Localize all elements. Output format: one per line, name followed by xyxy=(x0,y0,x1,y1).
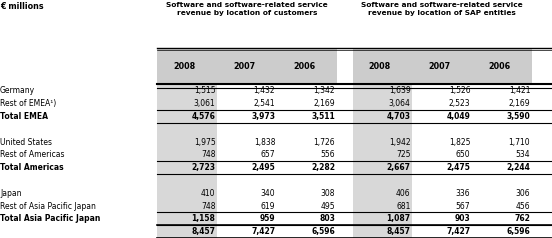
Text: 2,169: 2,169 xyxy=(314,99,335,108)
Text: 1,158: 1,158 xyxy=(192,214,215,223)
Text: 4,703: 4,703 xyxy=(386,112,411,121)
Text: Software and software-related service
revenue by location of customers: Software and software-related service re… xyxy=(166,2,328,16)
Text: 2007: 2007 xyxy=(428,62,450,70)
Text: Rest of Asia Pacific Japan: Rest of Asia Pacific Japan xyxy=(0,202,96,211)
Text: 959: 959 xyxy=(259,214,275,223)
Text: 1,526: 1,526 xyxy=(449,86,470,95)
Text: 406: 406 xyxy=(396,189,411,198)
Bar xyxy=(277,48,337,84)
Text: 681: 681 xyxy=(396,202,411,211)
Text: 4,049: 4,049 xyxy=(447,112,470,121)
Text: 1,087: 1,087 xyxy=(386,214,411,223)
Text: 534: 534 xyxy=(516,150,530,159)
Bar xyxy=(412,48,472,84)
Text: Software and software-related service
revenue by location of SAP entities: Software and software-related service re… xyxy=(362,2,523,16)
Text: € millions: € millions xyxy=(0,2,44,11)
Text: 308: 308 xyxy=(321,189,335,198)
Text: 762: 762 xyxy=(514,214,530,223)
Text: 2006: 2006 xyxy=(488,62,510,70)
Text: 657: 657 xyxy=(261,150,275,159)
Text: Rest of EMEA¹): Rest of EMEA¹) xyxy=(0,99,56,108)
Text: 2,541: 2,541 xyxy=(253,99,275,108)
Text: 410: 410 xyxy=(201,189,215,198)
Bar xyxy=(157,48,217,84)
Text: 1,639: 1,639 xyxy=(389,86,411,95)
Text: 2,244: 2,244 xyxy=(506,163,530,172)
Text: 748: 748 xyxy=(201,150,215,159)
Text: 340: 340 xyxy=(261,189,275,198)
Bar xyxy=(472,48,532,84)
Text: 650: 650 xyxy=(456,150,470,159)
Text: 2007: 2007 xyxy=(233,62,256,70)
Text: 6,596: 6,596 xyxy=(507,227,530,236)
Text: 1,515: 1,515 xyxy=(194,86,215,95)
Text: 2,667: 2,667 xyxy=(386,163,411,172)
Text: 556: 556 xyxy=(321,150,335,159)
Text: 3,511: 3,511 xyxy=(311,112,335,121)
Text: United States: United States xyxy=(0,138,52,147)
Text: 306: 306 xyxy=(516,189,530,198)
Text: 7,427: 7,427 xyxy=(251,227,275,236)
Text: 7,427: 7,427 xyxy=(447,227,470,236)
Text: 725: 725 xyxy=(396,150,411,159)
Text: 803: 803 xyxy=(319,214,335,223)
Text: 2,169: 2,169 xyxy=(508,99,530,108)
Text: 619: 619 xyxy=(261,202,275,211)
Text: 1,838: 1,838 xyxy=(254,138,275,147)
Text: 4,576: 4,576 xyxy=(192,112,215,121)
Text: 1,942: 1,942 xyxy=(389,138,411,147)
Text: 748: 748 xyxy=(201,202,215,211)
Text: 1,342: 1,342 xyxy=(314,86,335,95)
Text: Japan: Japan xyxy=(0,189,22,198)
Text: Rest of Americas: Rest of Americas xyxy=(0,150,65,159)
Text: 2008: 2008 xyxy=(173,62,195,70)
Text: 3,061: 3,061 xyxy=(194,99,215,108)
Text: 2006: 2006 xyxy=(293,62,315,70)
Bar xyxy=(157,84,217,238)
Text: 336: 336 xyxy=(456,189,470,198)
Text: Germany: Germany xyxy=(0,86,35,95)
Text: 2,523: 2,523 xyxy=(449,99,470,108)
Text: 3,590: 3,590 xyxy=(507,112,530,121)
Text: 2008: 2008 xyxy=(369,62,391,70)
Text: 1,432: 1,432 xyxy=(253,86,275,95)
Bar xyxy=(353,48,412,84)
Text: 1,710: 1,710 xyxy=(508,138,530,147)
Text: 8,457: 8,457 xyxy=(192,227,215,236)
Text: 1,421: 1,421 xyxy=(509,86,530,95)
Text: Total Americas: Total Americas xyxy=(0,163,63,172)
Text: Total EMEA: Total EMEA xyxy=(0,112,48,121)
Text: 567: 567 xyxy=(456,202,470,211)
Text: 6,596: 6,596 xyxy=(311,227,335,236)
Text: 2,723: 2,723 xyxy=(192,163,215,172)
Text: 456: 456 xyxy=(516,202,530,211)
Text: 1,825: 1,825 xyxy=(449,138,470,147)
Bar xyxy=(353,84,412,238)
Text: 3,973: 3,973 xyxy=(251,112,275,121)
Text: Total Asia Pacific Japan: Total Asia Pacific Japan xyxy=(0,214,100,223)
Text: 2,282: 2,282 xyxy=(311,163,335,172)
Text: 1,975: 1,975 xyxy=(194,138,215,147)
Text: 3,064: 3,064 xyxy=(389,99,411,108)
Text: 495: 495 xyxy=(321,202,335,211)
Bar xyxy=(217,48,277,84)
Text: 1,726: 1,726 xyxy=(314,138,335,147)
Text: 903: 903 xyxy=(455,214,470,223)
Text: 2,475: 2,475 xyxy=(447,163,470,172)
Text: 8,457: 8,457 xyxy=(386,227,411,236)
Text: 2,495: 2,495 xyxy=(252,163,275,172)
